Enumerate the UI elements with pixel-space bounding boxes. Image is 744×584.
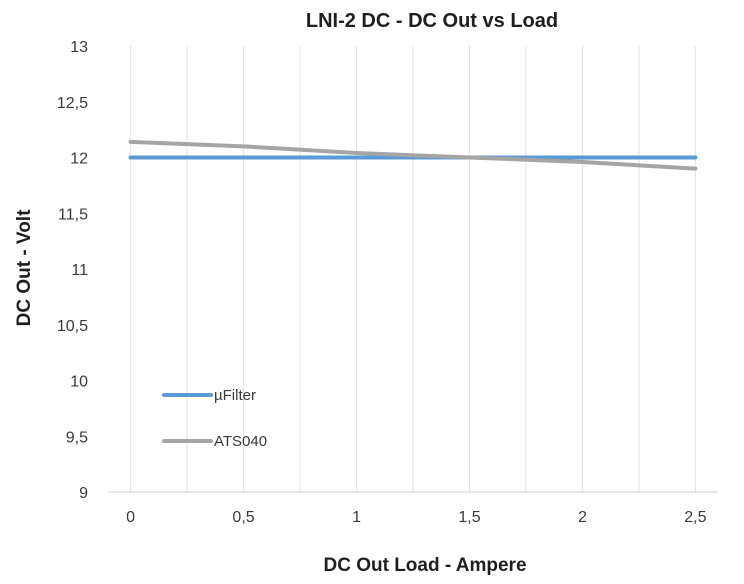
y-tick-label: 11 — [71, 262, 88, 279]
legend: µFilter ATS040 — [162, 387, 267, 450]
y-tick-label: 11,5 — [58, 206, 88, 223]
legend-label: ATS040 — [214, 433, 267, 450]
y-tick-label: 10 — [70, 374, 88, 391]
y-tick-label: 9 — [79, 485, 88, 502]
x-tick-label: 0 — [126, 509, 135, 526]
grid-layer — [130, 46, 696, 492]
y-tick-label: 13 — [70, 39, 88, 56]
y-tick-label: 12,5 — [57, 95, 88, 112]
series-layer — [128, 139, 698, 171]
x-axis-title: DC Out Load - Ampere — [323, 555, 526, 576]
x-tick-label: 0,5 — [232, 509, 254, 526]
x-tick-label: 1,5 — [458, 509, 480, 526]
y-axis-title: DC Out - Volt — [14, 209, 35, 326]
chart-title: LNI-2 DC - DC Out vs Load — [306, 10, 558, 32]
y-tick-label: 10,5 — [57, 318, 88, 335]
series-line-ats040 — [128, 139, 698, 171]
y-tick-label: 9,5 — [66, 429, 88, 446]
y-tick-label: 12 — [70, 151, 88, 168]
legend-label: µFilter — [214, 387, 256, 404]
x-tick-label: 2,5 — [684, 509, 706, 526]
x-tick-label: 2 — [578, 509, 587, 526]
x-tick-label: 1 — [352, 509, 361, 526]
